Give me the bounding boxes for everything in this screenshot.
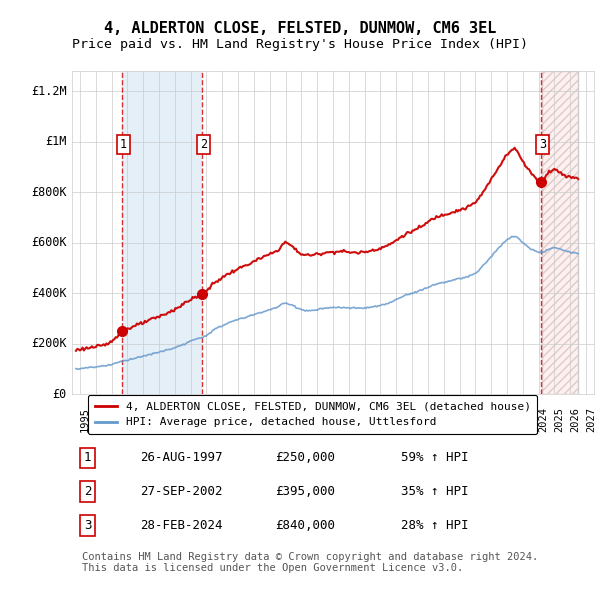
Text: 2004: 2004 <box>222 407 232 432</box>
Text: 28% ↑ HPI: 28% ↑ HPI <box>401 519 469 532</box>
Text: £840,000: £840,000 <box>275 519 335 532</box>
Text: 2008: 2008 <box>286 407 296 432</box>
Text: £0: £0 <box>53 388 67 401</box>
Text: 28-FEB-2024: 28-FEB-2024 <box>140 519 223 532</box>
Text: 1997: 1997 <box>112 407 122 432</box>
Text: 2006: 2006 <box>254 407 264 432</box>
Text: £1M: £1M <box>46 135 67 148</box>
Legend: 4, ALDERTON CLOSE, FELSTED, DUNMOW, CM6 3EL (detached house), HPI: Average price: 4, ALDERTON CLOSE, FELSTED, DUNMOW, CM6 … <box>88 395 538 434</box>
Text: 1998: 1998 <box>127 407 137 432</box>
Text: 2020: 2020 <box>475 407 485 432</box>
Text: 2013: 2013 <box>365 407 374 432</box>
Text: 2026: 2026 <box>570 407 580 432</box>
Text: 35% ↑ HPI: 35% ↑ HPI <box>401 485 469 498</box>
Text: 2017: 2017 <box>428 407 438 432</box>
Text: 2025: 2025 <box>554 407 565 432</box>
Text: 27-SEP-2002: 27-SEP-2002 <box>140 485 223 498</box>
Text: 4, ALDERTON CLOSE, FELSTED, DUNMOW, CM6 3EL: 4, ALDERTON CLOSE, FELSTED, DUNMOW, CM6 … <box>104 21 496 35</box>
Text: 1995: 1995 <box>80 407 90 432</box>
Text: Price paid vs. HM Land Registry's House Price Index (HPI): Price paid vs. HM Land Registry's House … <box>72 38 528 51</box>
Text: £250,000: £250,000 <box>275 451 335 464</box>
Text: 1996: 1996 <box>96 407 106 432</box>
Text: £395,000: £395,000 <box>275 485 335 498</box>
Text: 3: 3 <box>84 519 91 532</box>
Text: Contains HM Land Registry data © Crown copyright and database right 2024.
This d: Contains HM Land Registry data © Crown c… <box>82 552 539 573</box>
Text: 2014: 2014 <box>380 407 391 432</box>
Text: £400K: £400K <box>31 287 67 300</box>
Text: 1999: 1999 <box>143 407 153 432</box>
Text: 59% ↑ HPI: 59% ↑ HPI <box>401 451 469 464</box>
Text: 2009: 2009 <box>301 407 311 432</box>
Text: 2018: 2018 <box>444 407 454 432</box>
Text: 2007: 2007 <box>270 407 280 432</box>
Text: 2001: 2001 <box>175 407 185 432</box>
Text: 2027: 2027 <box>586 407 596 432</box>
Text: 2021: 2021 <box>491 407 501 432</box>
Text: £600K: £600K <box>31 236 67 249</box>
Text: 2003: 2003 <box>206 407 217 432</box>
Text: 2015: 2015 <box>396 407 406 432</box>
Text: £800K: £800K <box>31 186 67 199</box>
Text: 2010: 2010 <box>317 407 327 432</box>
Text: 2005: 2005 <box>238 407 248 432</box>
Text: 2016: 2016 <box>412 407 422 432</box>
Text: 3: 3 <box>539 137 547 150</box>
Text: 26-AUG-1997: 26-AUG-1997 <box>140 451 223 464</box>
Text: 2: 2 <box>200 137 208 150</box>
Text: 2023: 2023 <box>523 407 533 432</box>
Text: 1: 1 <box>84 451 91 464</box>
Text: 2: 2 <box>84 485 91 498</box>
Text: 2002: 2002 <box>191 407 200 432</box>
Text: 1: 1 <box>120 137 127 150</box>
Text: £200K: £200K <box>31 337 67 350</box>
Text: 2022: 2022 <box>507 407 517 432</box>
Text: 2000: 2000 <box>159 407 169 432</box>
Text: 2011: 2011 <box>333 407 343 432</box>
Text: 2019: 2019 <box>460 407 470 432</box>
Text: 2012: 2012 <box>349 407 359 432</box>
Text: 2024: 2024 <box>539 407 548 432</box>
Text: £1.2M: £1.2M <box>31 84 67 97</box>
